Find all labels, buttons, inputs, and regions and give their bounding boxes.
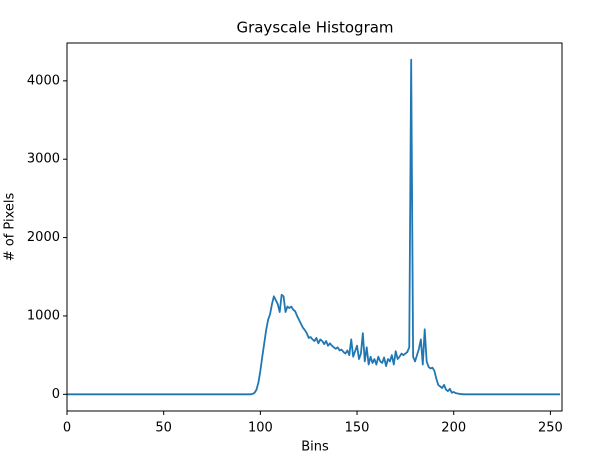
y-tick-label: 0 (52, 387, 60, 402)
y-tick-label: 2000 (27, 230, 60, 245)
x-tick-label: 100 (248, 421, 273, 436)
y-tick-label: 4000 (27, 73, 60, 88)
x-tick-label: 150 (345, 421, 370, 436)
x-tick-label: 250 (538, 421, 563, 436)
x-axis-label: Bins (301, 440, 329, 455)
x-tick-label: 200 (441, 421, 466, 436)
x-tick-label: 50 (155, 421, 172, 436)
x-tick-label: 0 (63, 421, 71, 436)
y-tick-label: 1000 (27, 308, 60, 323)
axes-frame (66, 42, 563, 412)
data-line (67, 58, 561, 396)
y-tick-label: 3000 (27, 152, 60, 167)
y-axis-label: # of Pixels (3, 193, 18, 262)
chart-title: Grayscale Histogram (236, 19, 393, 37)
